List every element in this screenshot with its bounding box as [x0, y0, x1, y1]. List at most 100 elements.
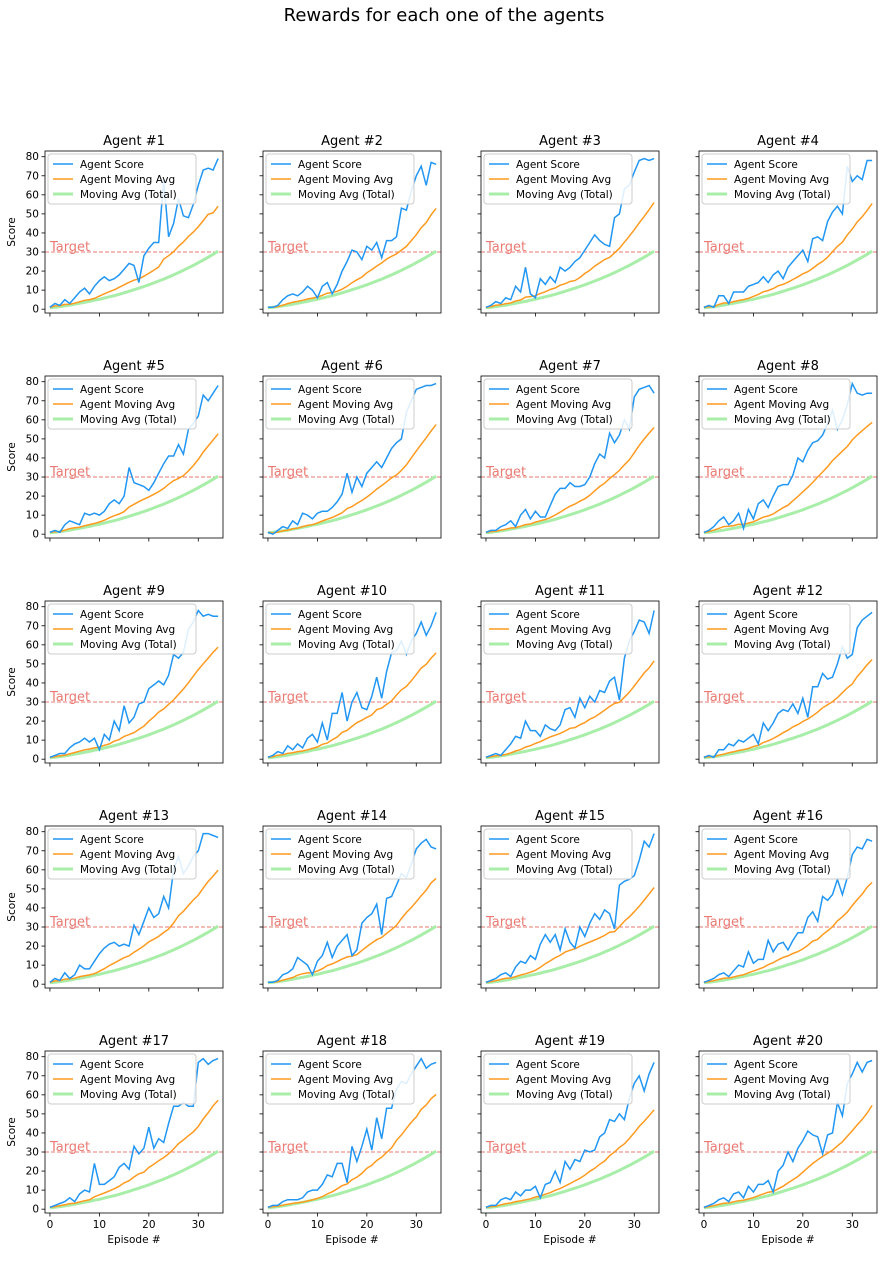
- y-tick-label: 0: [32, 304, 39, 316]
- panel-title: Agent #13: [99, 809, 169, 824]
- legend-entry-moving-avg-total-label: Moving Avg (Total): [516, 639, 613, 651]
- total-moving-avg-line: [267, 249, 437, 310]
- y-tick-label: 40: [26, 902, 39, 914]
- legend-box: [701, 603, 851, 655]
- legend-entry-agent-moving-avg-label: Agent Moving Avg: [298, 624, 393, 636]
- legend-entry-agent-score-label: Agent Score: [80, 384, 144, 396]
- legend-box: [265, 828, 415, 880]
- legend-entry-moving-avg-total-label: Moving Avg (Total): [516, 189, 613, 201]
- legend-entry-agent-moving-avg-label: Agent Moving Avg: [734, 1074, 829, 1086]
- legend-box: [47, 153, 197, 205]
- x-tick-label: 30: [410, 1219, 423, 1231]
- y-tick-label: 0: [32, 979, 39, 991]
- y-tick-label: 50: [26, 433, 39, 445]
- total-moving-avg-line: [267, 924, 437, 985]
- x-axis-label: Episode #: [543, 1234, 596, 1246]
- y-tick-label: 60: [26, 1089, 39, 1101]
- y-tick-label: 20: [26, 491, 39, 503]
- target-label: Target: [267, 690, 308, 705]
- x-tick-label: 30: [846, 1219, 859, 1231]
- agent-moving-avg-line: [485, 1109, 655, 1209]
- panel-agent-15: Agent #15 Target Agent Score Agent Moving A…: [477, 809, 660, 992]
- legend-entry-moving-avg-total-label: Moving Avg (Total): [298, 414, 395, 426]
- legend-entry-moving-avg-total-label: Moving Avg (Total): [734, 1089, 831, 1101]
- panel-title: Agent #2: [321, 134, 383, 149]
- agent-moving-avg-line: [49, 433, 219, 534]
- x-tick-label: 0: [47, 1219, 54, 1231]
- y-tick-label: 0: [32, 529, 39, 541]
- legend-box: [483, 603, 633, 655]
- panel-agent-19: Agent #19 Target 0 10 20 30 Episode # Agent Sco…: [477, 1034, 660, 1246]
- panel-agent-7: Agent #7 Target Agent Score Agent Moving Av…: [477, 359, 660, 542]
- total-moving-avg-line: [267, 474, 437, 535]
- y-tick-label: 60: [26, 414, 39, 426]
- y-tick-label: 20: [26, 266, 39, 278]
- y-tick-label: 10: [26, 960, 39, 972]
- legend-entry-moving-avg-total-label: Moving Avg (Total): [516, 414, 613, 426]
- y-tick-label: 10: [26, 285, 39, 297]
- target-label: Target: [267, 915, 308, 930]
- total-moving-avg-line: [703, 249, 873, 310]
- legend-entry-agent-moving-avg-label: Agent Moving Avg: [80, 1074, 175, 1086]
- axes-frame: [480, 600, 660, 764]
- legend-box: [701, 1053, 851, 1105]
- x-axis-label: Episode #: [107, 1234, 160, 1246]
- y-tick-label: 30: [26, 472, 39, 484]
- legend-entry-agent-moving-avg-label: Agent Moving Avg: [298, 399, 393, 411]
- agent-moving-avg-line: [49, 205, 219, 309]
- total-moving-avg-line: [703, 1149, 873, 1210]
- axes-frame: [262, 600, 442, 764]
- agent-moving-avg-line: [267, 652, 437, 759]
- total-moving-avg-line: [703, 474, 873, 535]
- target-label: Target: [703, 915, 744, 930]
- target-label: Target: [49, 915, 90, 930]
- panel-agent-17: Agent #17 Target 0 10 20 30 40 50 60 70 80 0 10 20 30 S…: [6, 1034, 224, 1246]
- legend-entry-moving-avg-total-label: Moving Avg (Total): [80, 414, 177, 426]
- axes-frame: [698, 825, 878, 989]
- legend-box: [47, 828, 197, 880]
- y-tick-label: 80: [26, 376, 39, 388]
- agent-moving-avg-line: [703, 203, 873, 309]
- target-label: Target: [49, 240, 90, 255]
- legend-entry-agent-score-label: Agent Score: [516, 609, 580, 621]
- y-tick-label: 60: [26, 639, 39, 651]
- axes-frame: [480, 825, 660, 989]
- legend-box: [701, 378, 851, 430]
- agent-moving-avg-line: [49, 1099, 219, 1209]
- target-label: Target: [485, 915, 526, 930]
- y-tick-label: 70: [26, 845, 39, 857]
- legend-box: [265, 153, 415, 205]
- legend-entry-agent-score-label: Agent Score: [298, 1059, 362, 1071]
- y-axis-label: Score: [6, 217, 18, 246]
- y-tick-label: 50: [26, 883, 39, 895]
- x-tick-label: 0: [701, 1219, 708, 1231]
- legend-entry-moving-avg-total-label: Moving Avg (Total): [80, 864, 177, 876]
- axes-frame: [44, 375, 224, 539]
- panel-agent-5: Agent #5 Target 0 10 20 30 40 50 60 70 80 Score Agen…: [6, 359, 224, 542]
- total-moving-avg-line: [703, 924, 873, 985]
- axes-frame: [698, 1050, 878, 1214]
- target-label: Target: [485, 1140, 526, 1155]
- legend-entry-agent-moving-avg-label: Agent Moving Avg: [734, 624, 829, 636]
- panel-agent-9: Agent #9 Target 0 10 20 30 40 50 60 70 80 Score Agen…: [6, 584, 224, 767]
- legend-entry-agent-score-label: Agent Score: [734, 834, 798, 846]
- legend-entry-moving-avg-total-label: Moving Avg (Total): [80, 1089, 177, 1101]
- legend-box: [701, 828, 851, 880]
- axes-frame: [44, 1050, 224, 1214]
- axes-frame: [698, 375, 878, 539]
- panel-title: Agent #20: [753, 1034, 823, 1049]
- panel-title: Agent #7: [539, 359, 601, 374]
- legend-entry-agent-score-label: Agent Score: [734, 1059, 798, 1071]
- legend-entry-agent-score-label: Agent Score: [298, 609, 362, 621]
- y-tick-label: 40: [26, 452, 39, 464]
- legend-entry-agent-score-label: Agent Score: [298, 834, 362, 846]
- y-tick-label: 80: [26, 151, 39, 163]
- target-label: Target: [267, 465, 308, 480]
- total-moving-avg-line: [485, 699, 655, 760]
- legend-entry-agent-score-label: Agent Score: [298, 384, 362, 396]
- legend-entry-agent-moving-avg-label: Agent Moving Avg: [516, 849, 611, 861]
- legend-entry-agent-moving-avg-label: Agent Moving Avg: [516, 174, 611, 186]
- y-axis-label: Score: [6, 667, 18, 696]
- target-label: Target: [485, 690, 526, 705]
- panel-title: Agent #16: [753, 809, 823, 824]
